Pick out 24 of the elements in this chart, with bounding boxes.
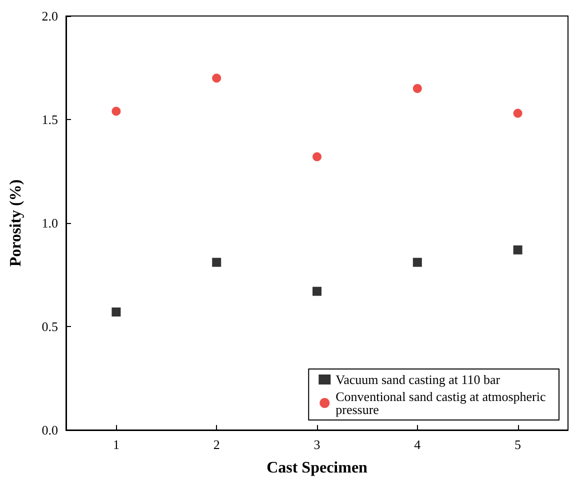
point xyxy=(412,84,422,93)
x-tick-label: 5 xyxy=(514,437,522,452)
point xyxy=(212,74,222,83)
y-axis-title: Porosity (%) xyxy=(8,179,24,267)
point xyxy=(212,258,222,267)
y-tick-label: 1.0 xyxy=(42,216,58,230)
point xyxy=(112,308,121,317)
y-tick-label: 1.5 xyxy=(42,112,58,127)
x-tick-label: 2 xyxy=(213,437,220,452)
legend-label: Conventional sand castig at atmospheric pressure xyxy=(336,389,550,417)
point xyxy=(412,258,422,267)
x-tick-label: 4 xyxy=(414,437,422,452)
point xyxy=(513,245,522,254)
point xyxy=(112,106,121,116)
y-tick-label: 0.0 xyxy=(42,422,58,438)
y-tick-label: 2.0 xyxy=(42,8,58,24)
legend-label: Vacuum sand casting at 110 bar xyxy=(336,372,501,387)
point xyxy=(312,152,322,162)
x-tick-label: 1 xyxy=(112,437,120,452)
x-axis-title: Cast Specimen xyxy=(266,460,368,476)
point xyxy=(312,286,322,296)
y-tick-label: 0.5 xyxy=(42,319,58,334)
point xyxy=(513,108,522,118)
x-tick-label: 3 xyxy=(314,437,320,452)
